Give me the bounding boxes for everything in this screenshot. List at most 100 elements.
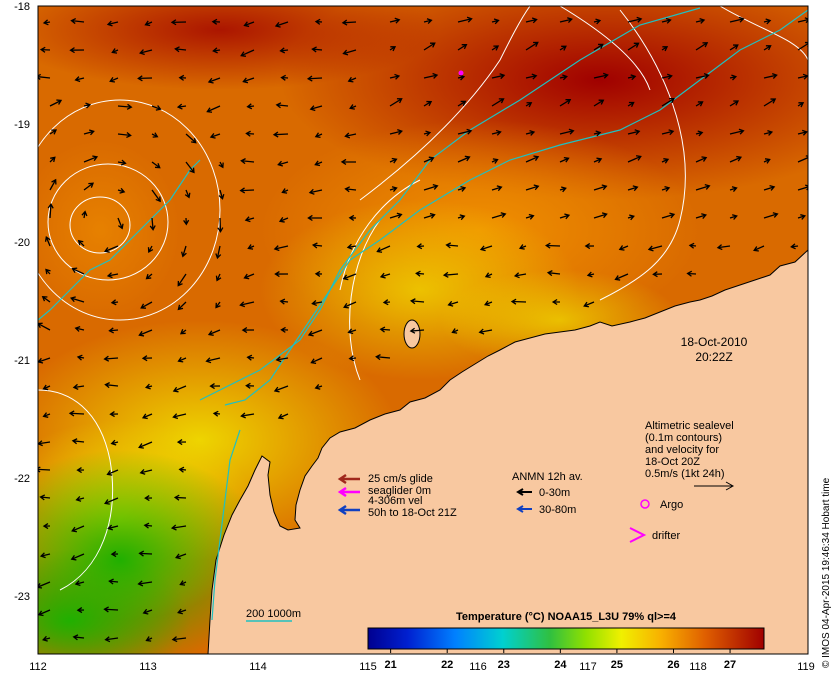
velocity-arrow [108,578,119,585]
isobath-legend: 200 1000m [246,608,301,622]
velocity-arrow [47,202,54,219]
velocity-arrow [491,98,505,107]
velocity-arrow [347,328,357,335]
velocity-arrow [661,129,675,136]
glider-line: 50h to 18-Oct 21Z [368,507,457,519]
lat-tick-label: -19 [14,119,30,131]
velocity-arrow [74,325,85,332]
velocity-arrow [447,300,459,307]
velocity-arrow [241,327,255,334]
velocity-arrow [627,16,643,23]
velocity-arrow [716,244,731,251]
velocity-arrow [389,212,403,219]
velocity-arrow [117,217,124,230]
velocity-arrow [729,128,745,135]
velocity-arrow [513,272,527,279]
anmn-item-label: 30-80m [539,504,576,516]
velocity-arrow [38,581,51,589]
velocity-arrow [343,301,357,309]
argo-label: Argo [660,499,683,511]
velocity-arrow [247,244,255,250]
velocity-arrow [274,270,289,278]
velocity-arrow [729,74,738,81]
velocity-arrow [695,213,708,219]
velocity-arrow [218,161,224,169]
velocity-arrow [173,494,187,501]
lon-tick-label: 113 [139,661,157,673]
velocity-arrow [695,42,709,51]
colorbar-tick-label: 24 [554,659,567,671]
velocity-arrow [389,73,401,80]
velocity-arrow [559,128,575,135]
velocity-arrow [344,132,357,139]
velocity-arrow [314,384,323,390]
velocity-arrow [149,217,156,231]
velocity-arrow [274,21,289,28]
lon-tick-label: 116 [469,661,487,673]
colorbar-tick-label: 25 [611,659,623,671]
velocity-arrow [279,47,289,54]
velocity-arrow [375,354,391,361]
velocity-arrow [423,72,439,79]
velocity-arrow [242,77,255,84]
velocity-arrow [314,132,323,139]
colorbar-tick-label: 27 [724,659,736,671]
velocity-arrow [382,299,391,306]
velocity-arrow [147,245,154,254]
velocity-arrow [81,210,88,219]
velocity-arrow [729,186,738,192]
colorbar-ticks: 21 22 23 24 25 26 27 [385,649,736,671]
velocity-arrow [306,75,323,82]
velocity-arrow [170,524,187,531]
velocity-arrow [593,18,602,25]
velocity-arrow [180,245,187,258]
velocity-arrow [559,213,571,220]
velocity-arrow [457,185,467,192]
velocity-arrow [627,129,641,136]
velocity-arrow [423,212,436,219]
timestamp: 18-Oct-2010 20:22Z [681,335,748,364]
velocity-arrow [389,186,398,192]
velocity-arrow [72,634,85,641]
velocity-arrow [593,157,603,164]
altimetry-line: and velocity for [645,444,719,456]
velocity-arrow [246,354,255,361]
velocity-arrow [70,553,85,561]
lon-tick-label: 118 [689,661,707,673]
velocity-arrow [104,497,119,505]
altimetry-legend: Altimetric sealevel (0.1m contours) and … [645,420,735,491]
lat-tick-label: -20 [14,237,30,249]
velocity-arrow [277,413,289,420]
colorbar-tick-label: 23 [498,659,510,671]
velocity-arrow [144,20,153,27]
velocity-arrow [178,466,187,473]
velocity-arrow [652,271,663,278]
velocity-arrow [309,105,323,112]
velocity-arrow [280,326,289,333]
velocity-arrow [275,356,289,363]
velocity-arrow [545,242,561,249]
velocity-arrow [627,101,635,108]
velocity-arrow [686,270,697,277]
velocity-arrow [790,243,799,250]
velocity-arrow [484,272,493,278]
velocity-arrow [695,156,708,163]
velocity-arrow [218,189,225,200]
velocity-arrow [76,607,85,614]
velocity-arrow [244,216,255,223]
velocity-arrow [423,130,432,137]
velocity-arrow [103,245,119,253]
plot-frame [37,5,809,655]
velocity-arrow [491,212,507,219]
lat-tick-label: -22 [14,473,30,485]
velocity-arrow [209,383,221,390]
velocity-arrow [140,301,153,309]
velocity-arrow [415,270,425,277]
velocity-arrow [478,328,493,335]
velocity-arrow [109,411,119,418]
velocity-arrow [211,18,221,25]
velocity-arrow [753,245,765,252]
velocity-arrow [661,46,669,52]
velocity-arrow [627,42,640,51]
velocity-arrow [342,273,357,281]
